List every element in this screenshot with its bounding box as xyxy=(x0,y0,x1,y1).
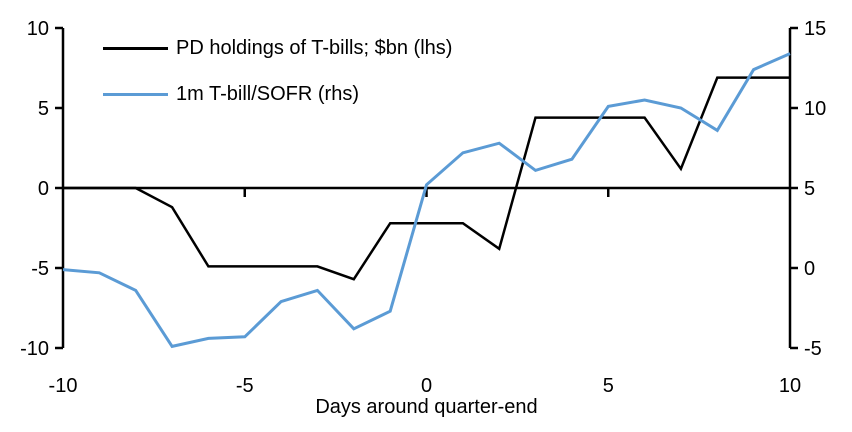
left-axis-tick-label: -10 xyxy=(20,338,49,360)
legend-swatch-black-line xyxy=(103,46,168,50)
legend-swatch-blue-line xyxy=(103,92,168,96)
left-axis-tick-label: 10 xyxy=(27,18,49,40)
right-axis-tick-label: 5 xyxy=(804,178,815,200)
legend-item-pd-holdings: PD holdings of T-bills; $bn (lhs) xyxy=(103,36,452,60)
x-axis-tick-label: 5 xyxy=(603,375,614,397)
left-axis-tick-label: -5 xyxy=(31,258,49,280)
right-axis-tick-label: 10 xyxy=(804,98,826,120)
x-axis-tick-label: 0 xyxy=(421,375,432,397)
x-axis-tick-label: 10 xyxy=(779,375,801,397)
x-axis-tick-label: -10 xyxy=(49,375,78,397)
left-axis-tick-label: 0 xyxy=(38,178,49,200)
legend-label-pd-holdings: PD holdings of T-bills; $bn (lhs) xyxy=(176,37,453,59)
left-axis-tick-label: 5 xyxy=(38,98,49,120)
legend-label-tbill-sofr: 1m T-bill/SOFR (rhs) xyxy=(176,83,359,105)
legend-item-tbill-sofr: 1m T-bill/SOFR (rhs) xyxy=(103,82,359,106)
right-axis-tick-label: -5 xyxy=(804,338,822,360)
x-axis-title: Days around quarter-end xyxy=(315,396,538,418)
series-line-pd-holdings xyxy=(63,76,790,281)
series-line-tbill-sofr xyxy=(62,52,791,349)
x-axis-tick-label: -5 xyxy=(236,375,254,397)
right-axis-tick-label: 0 xyxy=(804,258,815,280)
right-axis-tick-label: 15 xyxy=(804,18,826,40)
